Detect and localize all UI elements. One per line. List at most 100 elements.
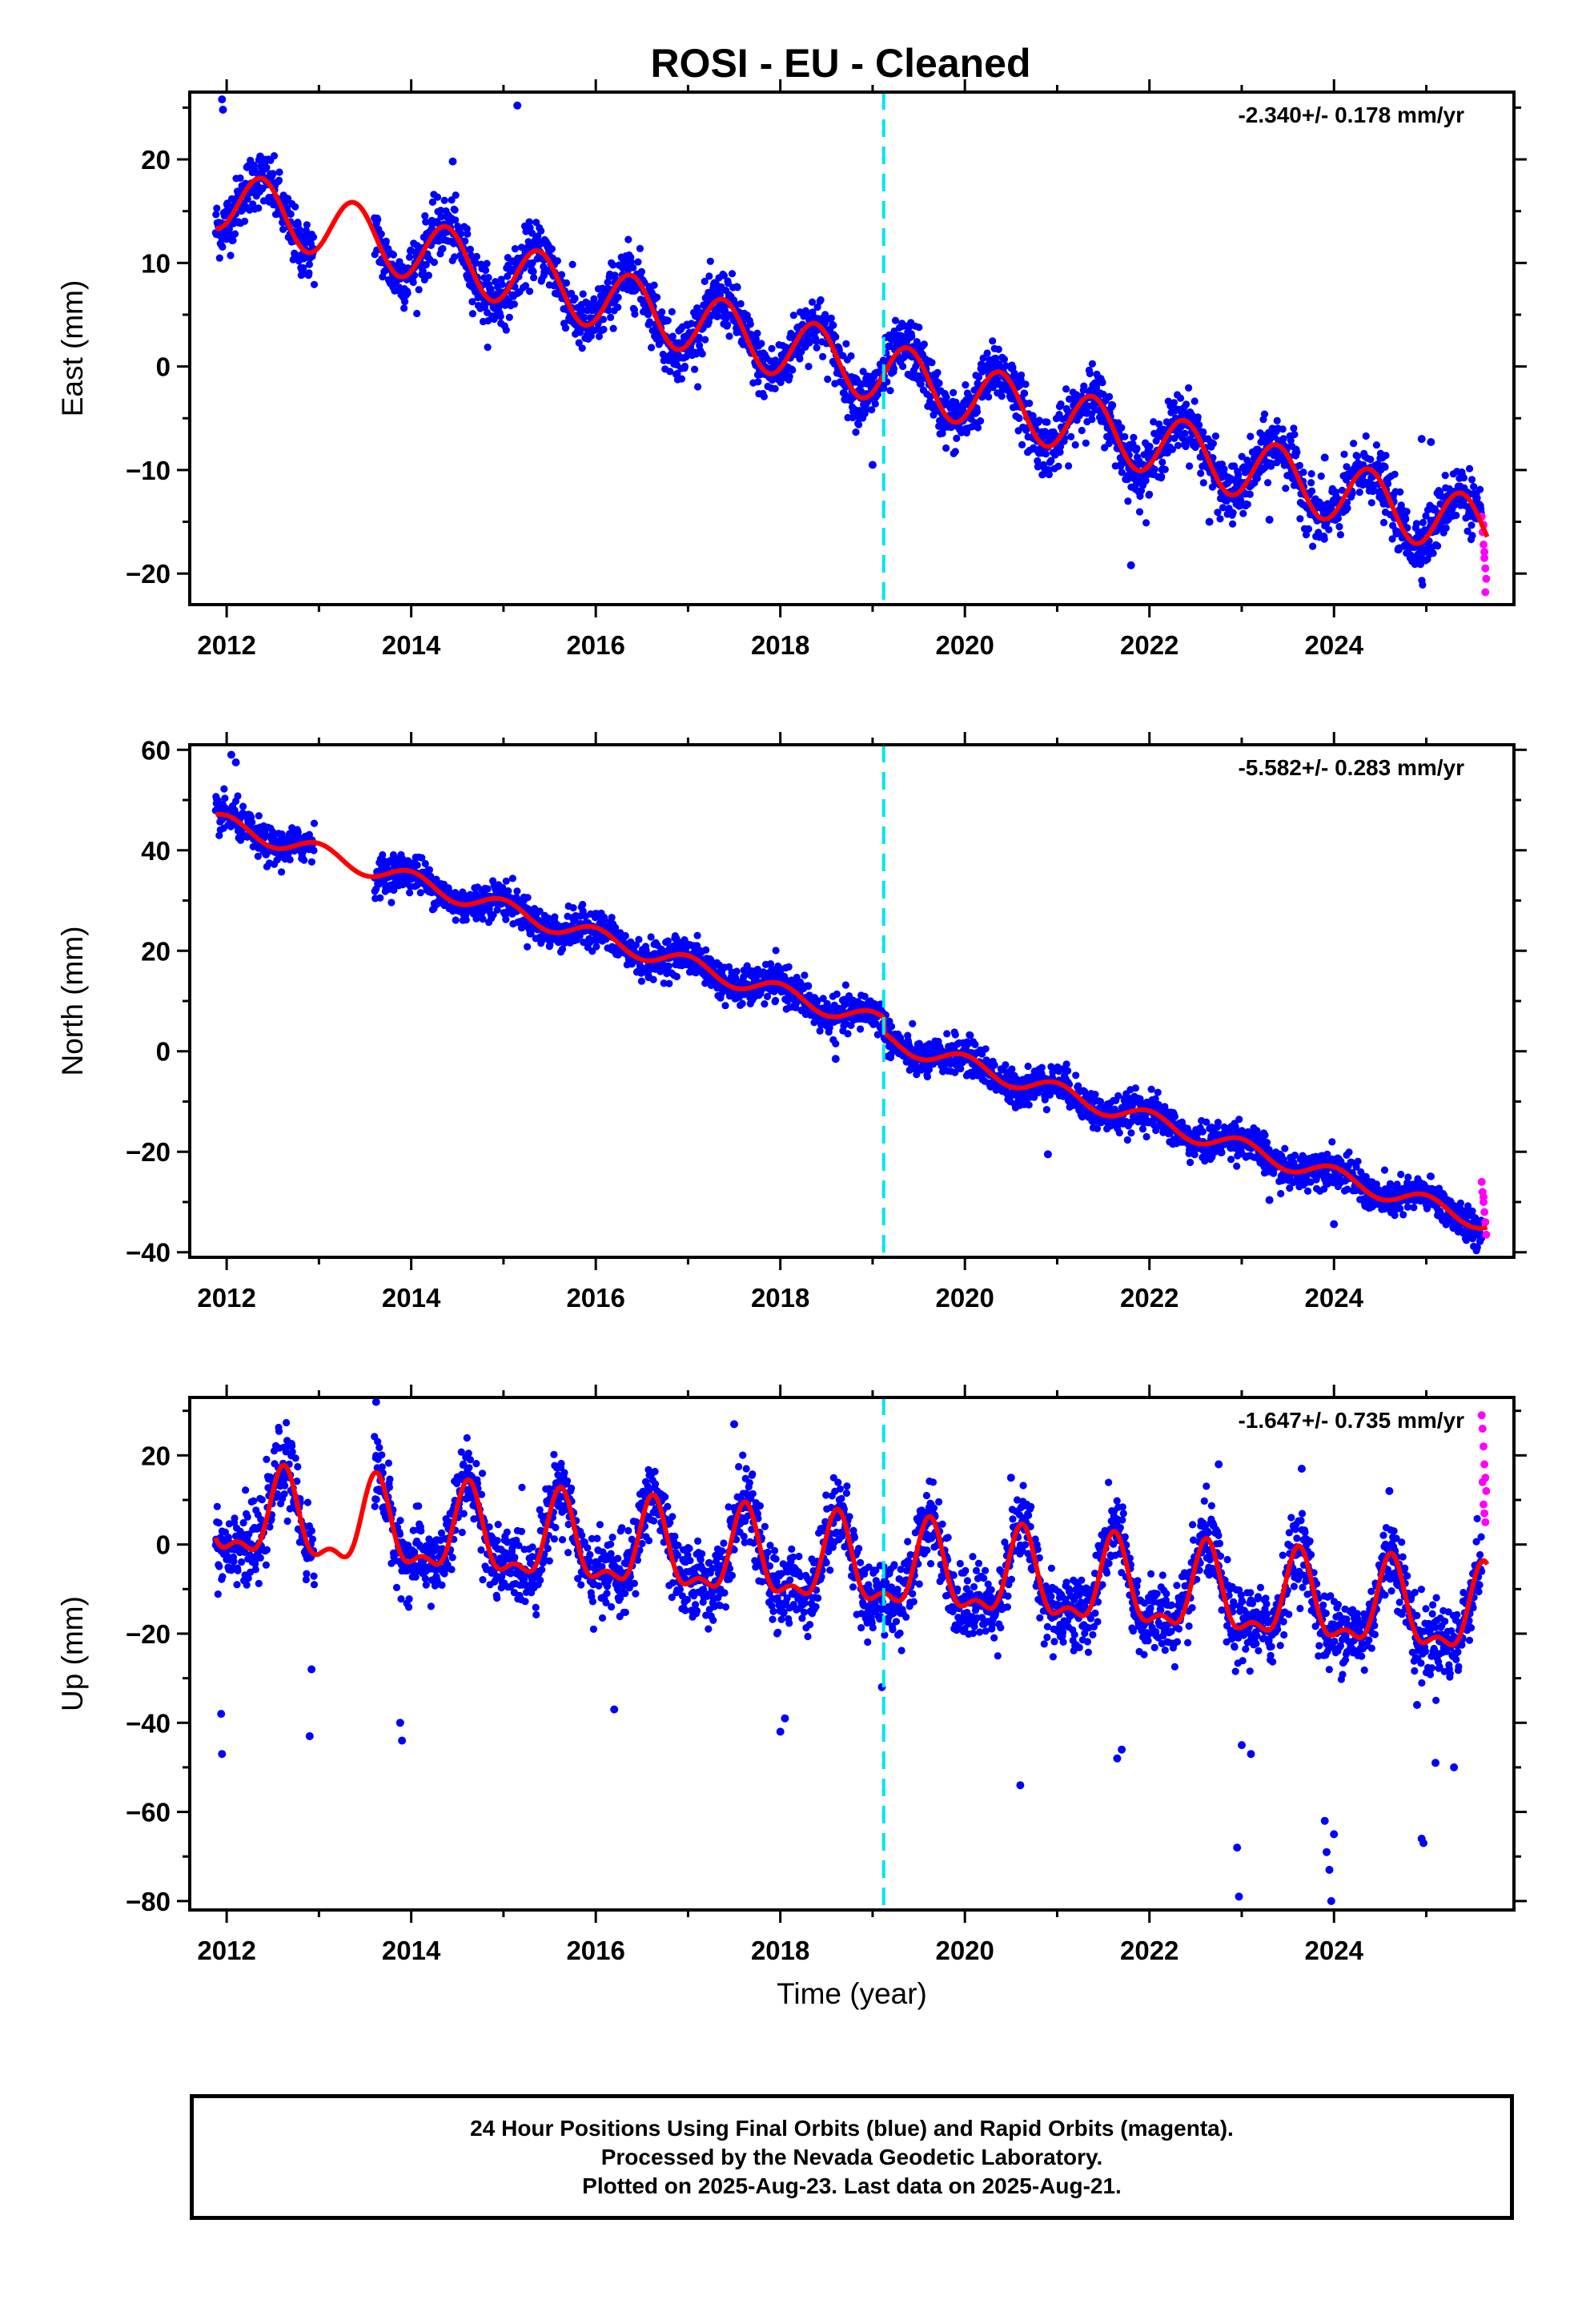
final-orbit-point bbox=[1045, 471, 1053, 479]
final-orbit-point bbox=[1124, 497, 1132, 505]
final-orbit-point bbox=[401, 298, 409, 306]
final-orbit-point bbox=[1174, 441, 1182, 449]
final-orbit-point bbox=[1021, 389, 1029, 397]
final-orbit-point bbox=[664, 937, 672, 945]
final-orbit-point bbox=[737, 300, 745, 308]
final-orbit-point bbox=[508, 875, 517, 883]
final-orbit-point bbox=[1109, 401, 1117, 409]
final-orbit-point bbox=[1307, 470, 1315, 478]
final-orbit-point bbox=[990, 1061, 998, 1069]
final-orbit-point bbox=[595, 332, 604, 340]
final-orbit-point bbox=[1082, 439, 1090, 447]
final-orbit-point bbox=[568, 260, 576, 268]
final-orbit-point bbox=[1056, 448, 1064, 456]
final-orbit-point bbox=[1219, 504, 1227, 512]
final-orbit-point bbox=[989, 337, 997, 345]
final-orbit-point bbox=[705, 272, 713, 280]
final-orbit-point bbox=[243, 195, 251, 203]
final-orbit-point bbox=[943, 1030, 951, 1038]
final-orbit-point bbox=[428, 198, 437, 206]
final-orbit-point bbox=[973, 408, 982, 416]
final-orbit-point bbox=[452, 216, 460, 224]
final-orbit-point bbox=[406, 889, 414, 897]
final-orbit-point bbox=[1216, 515, 1224, 523]
y-tick-label: 20 bbox=[141, 145, 171, 175]
final-orbit-point bbox=[789, 312, 797, 320]
final-orbit-point bbox=[425, 866, 434, 874]
final-orbit-point bbox=[241, 217, 249, 225]
final-orbit-point bbox=[553, 257, 562, 265]
final-orbit-point bbox=[1354, 452, 1362, 460]
final-orbit-point bbox=[951, 448, 959, 456]
final-orbit-point bbox=[957, 1064, 965, 1073]
final-orbit-point bbox=[1170, 399, 1178, 407]
east-panel: 2012 2014 2016 2018 2020 2022 2024−20−1001020E… bbox=[56, 79, 1527, 660]
final-orbit-point bbox=[504, 887, 512, 895]
final-orbit-point bbox=[634, 258, 642, 266]
final-orbit-point bbox=[248, 818, 256, 826]
rapid-orbit-point bbox=[1480, 541, 1488, 549]
final-orbit-point bbox=[467, 251, 476, 259]
final-orbit-point bbox=[387, 899, 396, 907]
final-orbit-point bbox=[580, 313, 588, 321]
final-orbit-point bbox=[464, 230, 472, 238]
final-orbit-point bbox=[234, 792, 242, 800]
final-orbit-point bbox=[1026, 400, 1034, 408]
final-orbit-point bbox=[1396, 488, 1404, 497]
final-orbit-point bbox=[796, 355, 804, 363]
final-orbit-point bbox=[942, 393, 950, 401]
final-orbit-point bbox=[1086, 369, 1094, 378]
final-orbit-point bbox=[1403, 508, 1411, 516]
final-orbit-point bbox=[891, 316, 900, 324]
final-orbit-point bbox=[1057, 400, 1065, 408]
final-orbit-point bbox=[1121, 432, 1129, 440]
final-orbit-point bbox=[1002, 1061, 1010, 1069]
final-orbit-point bbox=[635, 935, 643, 943]
final-orbit-point bbox=[733, 967, 741, 975]
final-orbit-point bbox=[1282, 485, 1290, 493]
final-orbit-point bbox=[1325, 525, 1333, 534]
final-orbit-point bbox=[1362, 432, 1370, 440]
final-orbit-point bbox=[1442, 524, 1450, 533]
final-orbit-point bbox=[842, 340, 850, 348]
final-orbit-point bbox=[451, 253, 459, 261]
final-orbit-point bbox=[1186, 462, 1194, 470]
final-orbit-point bbox=[844, 1030, 852, 1038]
final-orbit-point bbox=[1111, 462, 1119, 470]
final-orbit-point bbox=[801, 971, 809, 979]
final-orbit-point bbox=[760, 392, 769, 400]
final-orbit-point bbox=[579, 900, 587, 909]
final-orbit-point bbox=[707, 312, 715, 320]
y-axis-label: East (mm) bbox=[56, 280, 89, 417]
final-orbit-point bbox=[1295, 461, 1303, 469]
final-orbit-point bbox=[890, 327, 898, 336]
final-orbit-point bbox=[966, 1031, 974, 1039]
final-orbit-point bbox=[411, 271, 419, 279]
final-orbit-point bbox=[607, 313, 615, 321]
final-orbit-point bbox=[1205, 517, 1214, 526]
x-tick-label: 2018 bbox=[751, 630, 809, 660]
final-orbit-point bbox=[1024, 1062, 1032, 1071]
final-orbit-point bbox=[817, 296, 825, 304]
final-orbit-point bbox=[528, 229, 536, 237]
final-orbit-point bbox=[917, 380, 925, 388]
final-orbit-point bbox=[768, 344, 776, 352]
final-orbit-point bbox=[1391, 470, 1399, 478]
final-orbit-point bbox=[422, 218, 430, 226]
final-orbit-point bbox=[1098, 379, 1106, 387]
final-orbit-point bbox=[1195, 421, 1203, 429]
final-orbit-point bbox=[698, 350, 706, 358]
final-orbit-point bbox=[1018, 371, 1026, 379]
final-orbit-point bbox=[847, 352, 855, 360]
final-orbit-point bbox=[1355, 489, 1363, 497]
final-orbit-point bbox=[733, 283, 741, 292]
final-orbit-point bbox=[621, 931, 629, 940]
final-orbit-point bbox=[255, 812, 263, 820]
y-tick-label: 0 bbox=[156, 352, 171, 382]
final-orbit-point bbox=[468, 310, 477, 318]
final-orbit-point bbox=[284, 195, 292, 203]
final-orbit-point bbox=[1047, 456, 1055, 464]
final-orbit-point bbox=[789, 366, 797, 374]
final-orbit-point bbox=[579, 290, 587, 298]
final-orbit-point bbox=[424, 271, 433, 279]
